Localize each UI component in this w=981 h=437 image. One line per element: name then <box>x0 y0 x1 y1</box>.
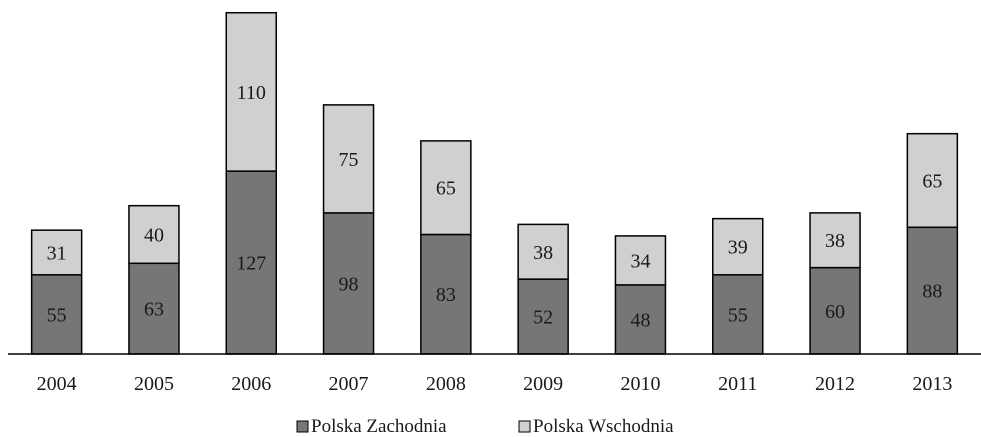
data-label-zachodnia-2004: 55 <box>47 304 67 326</box>
data-label-zachodnia-2006: 127 <box>236 253 266 275</box>
bar-wschodnia-2013 <box>906 132 959 229</box>
bar-wschodnia-2012 <box>809 212 861 269</box>
data-label-zachodnia-2005: 63 <box>144 299 164 321</box>
bar-wschodnia-2007 <box>322 104 375 214</box>
legend-swatch-zachodnia <box>296 420 309 433</box>
data-label-wschodnia-2010: 34 <box>630 250 650 272</box>
bar-zachodnia-2004 <box>30 274 83 355</box>
x-tick-label-2004: 2004 <box>37 373 77 395</box>
data-label-wschodnia-2009: 38 <box>533 242 553 264</box>
bar-zachodnia-2009 <box>517 278 569 355</box>
x-tick-label-2012: 2012 <box>815 373 855 395</box>
data-label-wschodnia-2008: 65 <box>436 178 456 200</box>
x-tick-label-2008: 2008 <box>426 373 466 395</box>
data-label-wschodnia-2006: 110 <box>237 82 266 104</box>
bar-zachodnia-2012 <box>809 266 861 355</box>
bar-wschodnia-2009 <box>517 223 569 280</box>
legend-label-zachodnia: Polska Zachodnia <box>311 416 447 437</box>
legend-label-wschodnia: Polska Wschodnia <box>533 416 674 437</box>
bar-wschodnia-2010 <box>614 235 667 286</box>
data-label-zachodnia-2008: 83 <box>436 284 456 306</box>
data-label-wschodnia-2004: 31 <box>47 242 67 264</box>
x-tick-label-2011: 2011 <box>718 373 757 395</box>
data-label-wschodnia-2005: 40 <box>144 224 164 246</box>
data-label-zachodnia-2011: 55 <box>728 304 748 326</box>
data-label-wschodnia-2012: 38 <box>825 230 845 252</box>
data-label-wschodnia-2013: 65 <box>922 170 942 192</box>
x-tick-label-2009: 2009 <box>523 373 563 395</box>
data-label-zachodnia-2010: 48 <box>630 309 650 331</box>
x-tick-labels: 2004 2005 2006 2007 2008 2009 2010 2011 2012 2013 <box>37 373 953 395</box>
data-label-zachodnia-2007: 98 <box>339 273 359 295</box>
data-label-zachodnia-2009: 52 <box>533 307 553 329</box>
bar-zachodnia-2013 <box>906 226 959 355</box>
bar-wschodnia-2006 <box>225 11 277 172</box>
x-tick-label-2013: 2013 <box>912 373 952 395</box>
data-label-wschodnia-2011: 39 <box>728 237 748 259</box>
bar-wschodnia-2008 <box>420 140 472 236</box>
bar-wschodnia-2004 <box>30 229 83 276</box>
data-label-wschodnia-2007: 75 <box>339 149 359 171</box>
bar-wschodnia-2005 <box>128 204 180 265</box>
x-tick-label-2007: 2007 <box>329 373 369 395</box>
bars-layer: 55 31 63 40 127 110 98 75 83 65 52 38 48 34 55 39 60 38 88… <box>30 11 959 355</box>
data-label-zachodnia-2012: 60 <box>825 301 845 323</box>
bar-wschodnia-2011 <box>712 217 764 276</box>
legend-swatch-wschodnia <box>518 420 531 433</box>
x-tick-label-2010: 2010 <box>620 373 660 395</box>
x-tick-label-2006: 2006 <box>231 373 271 395</box>
x-tick-label-2005: 2005 <box>134 373 174 395</box>
legend: Polska Zachodnia Polska Wschodnia <box>296 416 674 437</box>
data-label-zachodnia-2013: 88 <box>922 281 942 303</box>
